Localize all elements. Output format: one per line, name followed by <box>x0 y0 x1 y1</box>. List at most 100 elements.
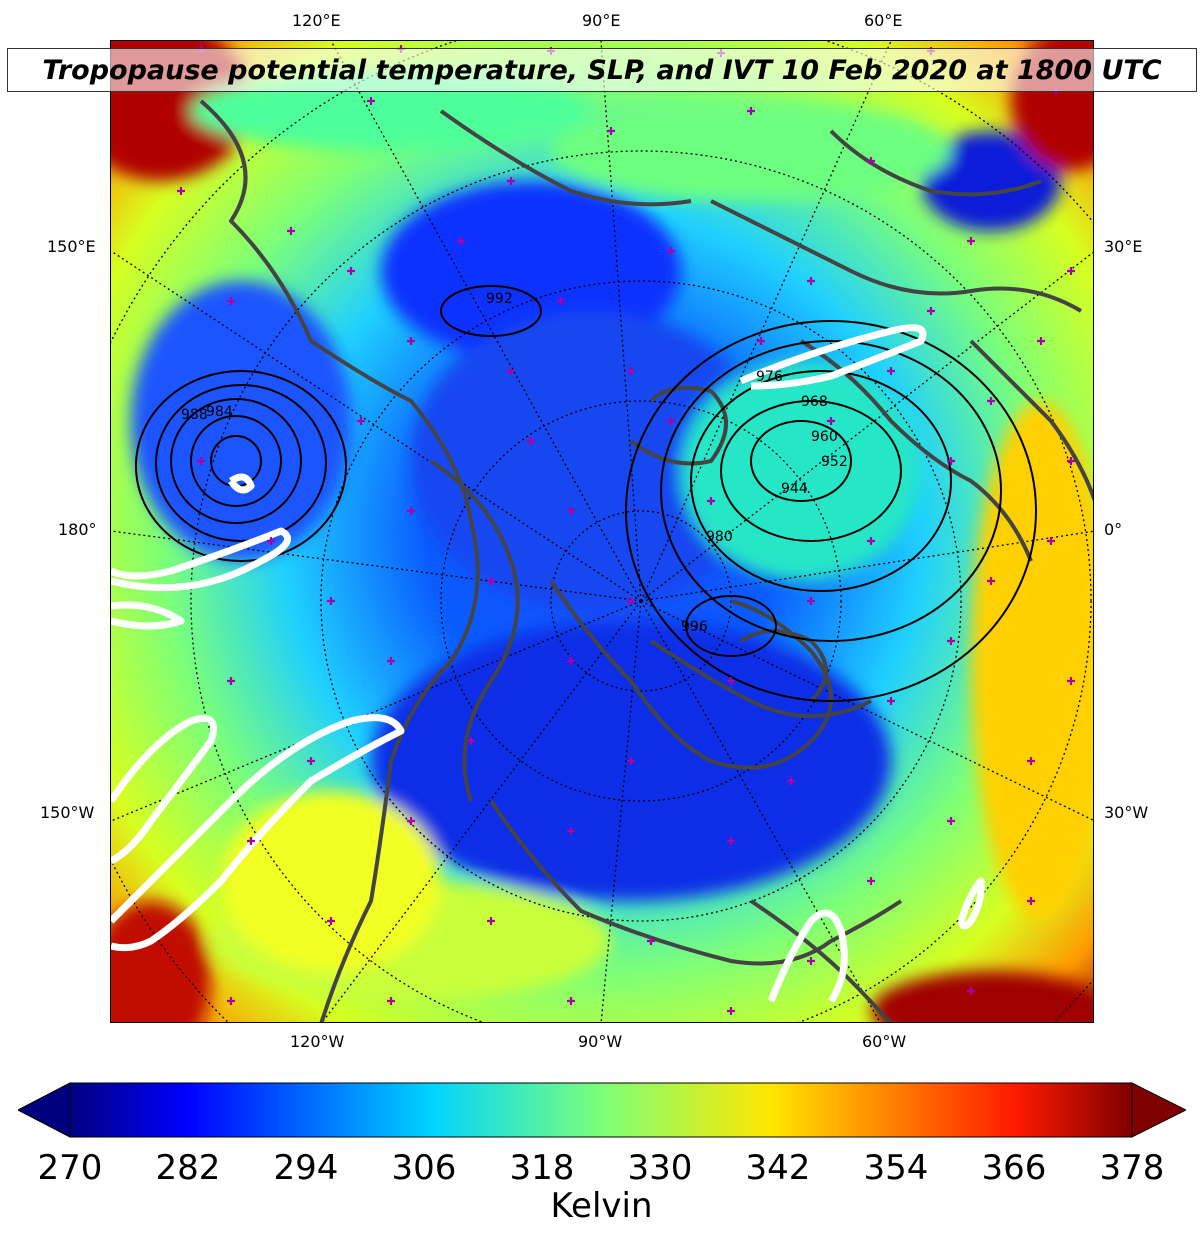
station-marker <box>307 757 315 765</box>
station-marker <box>487 917 495 925</box>
slp-labels: 992 984 976 968 960 952 944 988 980 996 <box>181 291 848 635</box>
station-marker <box>787 777 795 785</box>
slp-contour-label: 996 <box>681 619 708 635</box>
station-marker <box>987 577 995 585</box>
slp-contour-label: 976 <box>756 369 783 385</box>
station-marker <box>867 157 875 165</box>
station-marker <box>887 367 895 375</box>
station-marker <box>357 417 365 425</box>
slp-contour-label: 960 <box>811 429 838 445</box>
station-marker <box>507 367 515 375</box>
station-marker <box>287 227 295 235</box>
station-marker <box>807 957 815 965</box>
colorbar-tick-label: 330 <box>627 1148 693 1188</box>
colorbar-tick-label: 318 <box>509 1148 575 1188</box>
colorbar-tick-label: 354 <box>863 1148 929 1188</box>
colorbar <box>18 1082 1186 1138</box>
station-markers <box>177 45 1075 1015</box>
station-marker <box>197 457 205 465</box>
station-marker <box>1067 267 1075 275</box>
slp-contour-label: 984 <box>206 404 233 420</box>
colorbar-gradient <box>69 1082 1133 1138</box>
station-marker <box>947 637 955 645</box>
station-marker <box>227 677 235 685</box>
lon-label-left-3: 150°W <box>40 803 95 822</box>
colorbar-label: Kelvin <box>550 1186 653 1226</box>
station-marker <box>807 597 815 605</box>
station-marker <box>407 507 415 515</box>
slp-contour-label: 968 <box>801 394 828 410</box>
lon-label-bottom-3: 60°W <box>862 1032 907 1051</box>
station-marker <box>557 297 565 305</box>
lon-label-top-2: 90°E <box>582 11 621 30</box>
slp-contour-label: 944 <box>781 481 808 497</box>
station-marker <box>867 877 875 885</box>
station-marker <box>627 757 635 765</box>
station-marker <box>387 657 395 665</box>
slp-contour-label: 952 <box>821 454 848 470</box>
station-marker <box>507 177 515 185</box>
colorbar-max-extend <box>1131 1082 1186 1138</box>
station-marker <box>347 267 355 275</box>
station-marker <box>947 457 955 465</box>
station-marker <box>227 297 235 305</box>
ivt-contours <box>111 324 985 1003</box>
station-marker <box>967 237 975 245</box>
station-marker <box>667 417 675 425</box>
lon-label-left-2: 180° <box>58 520 97 539</box>
station-marker <box>947 817 955 825</box>
station-marker <box>177 187 185 195</box>
station-marker <box>387 997 395 1005</box>
station-marker <box>1037 337 1045 345</box>
station-marker <box>1047 537 1055 545</box>
station-marker <box>647 937 655 945</box>
station-marker <box>567 827 575 835</box>
station-marker <box>827 417 835 425</box>
station-marker <box>1067 457 1075 465</box>
colorbar-tick-label: 270 <box>37 1148 103 1188</box>
lon-label-right-3: 30°W <box>1104 803 1149 822</box>
station-marker <box>247 837 255 845</box>
station-marker <box>757 337 765 345</box>
lon-label-right-2: 0° <box>1104 520 1123 539</box>
theta-field-map: 992 984 976 968 960 952 944 988 980 996 <box>111 41 1093 1022</box>
colorbar-tick-label: 366 <box>981 1148 1047 1188</box>
station-marker <box>407 337 415 345</box>
station-marker <box>407 817 415 825</box>
station-marker <box>1067 677 1075 685</box>
colorbar-tick-label: 378 <box>1099 1148 1165 1188</box>
station-marker <box>527 437 535 445</box>
lon-label-top-1: 120°E <box>292 11 341 30</box>
station-marker <box>457 237 465 245</box>
station-marker <box>367 97 375 105</box>
station-marker <box>627 597 635 605</box>
colorbar-tick-label: 306 <box>391 1148 457 1188</box>
station-marker <box>567 997 575 1005</box>
slp-contour-label: 980 <box>706 529 733 545</box>
station-marker <box>467 737 475 745</box>
lon-label-right-1: 30°E <box>1104 237 1143 256</box>
station-marker <box>607 127 615 135</box>
station-marker <box>567 657 575 665</box>
station-marker <box>627 367 635 375</box>
station-marker <box>567 507 575 515</box>
lon-label-left-1: 150°E <box>47 237 96 256</box>
station-marker <box>707 497 715 505</box>
station-marker <box>927 307 935 315</box>
station-marker <box>887 697 895 705</box>
station-marker <box>727 1007 735 1015</box>
station-marker <box>1027 897 1035 905</box>
station-marker <box>487 577 495 585</box>
station-marker <box>967 987 975 995</box>
lon-label-bottom-2: 90°W <box>578 1032 623 1051</box>
colorbar-tick-label: 294 <box>273 1148 339 1188</box>
station-marker <box>667 247 675 255</box>
station-marker <box>807 277 815 285</box>
map-title: Tropopause potential temperature, SLP, a… <box>7 48 1197 92</box>
meridians <box>111 41 1093 1022</box>
slp-contour-label: 992 <box>486 291 513 307</box>
map-panel: 992 984 976 968 960 952 944 988 980 996 <box>110 40 1094 1023</box>
colorbar-tick-label: 282 <box>155 1148 221 1188</box>
coastlines <box>199 99 1093 1022</box>
station-marker <box>1027 757 1035 765</box>
